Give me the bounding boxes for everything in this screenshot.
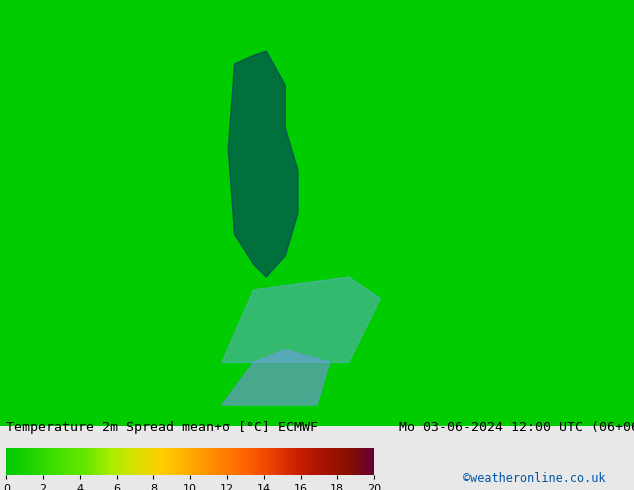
Text: Temperature 2m Spread mean+σ [°C] ECMWF: Temperature 2m Spread mean+σ [°C] ECMWF bbox=[6, 420, 318, 434]
Polygon shape bbox=[222, 349, 330, 405]
Polygon shape bbox=[222, 277, 380, 363]
Polygon shape bbox=[228, 51, 298, 277]
Text: Mo 03-06-2024 12:00 UTC (06+06): Mo 03-06-2024 12:00 UTC (06+06) bbox=[399, 420, 634, 434]
Text: ©weatheronline.co.uk: ©weatheronline.co.uk bbox=[463, 472, 605, 485]
